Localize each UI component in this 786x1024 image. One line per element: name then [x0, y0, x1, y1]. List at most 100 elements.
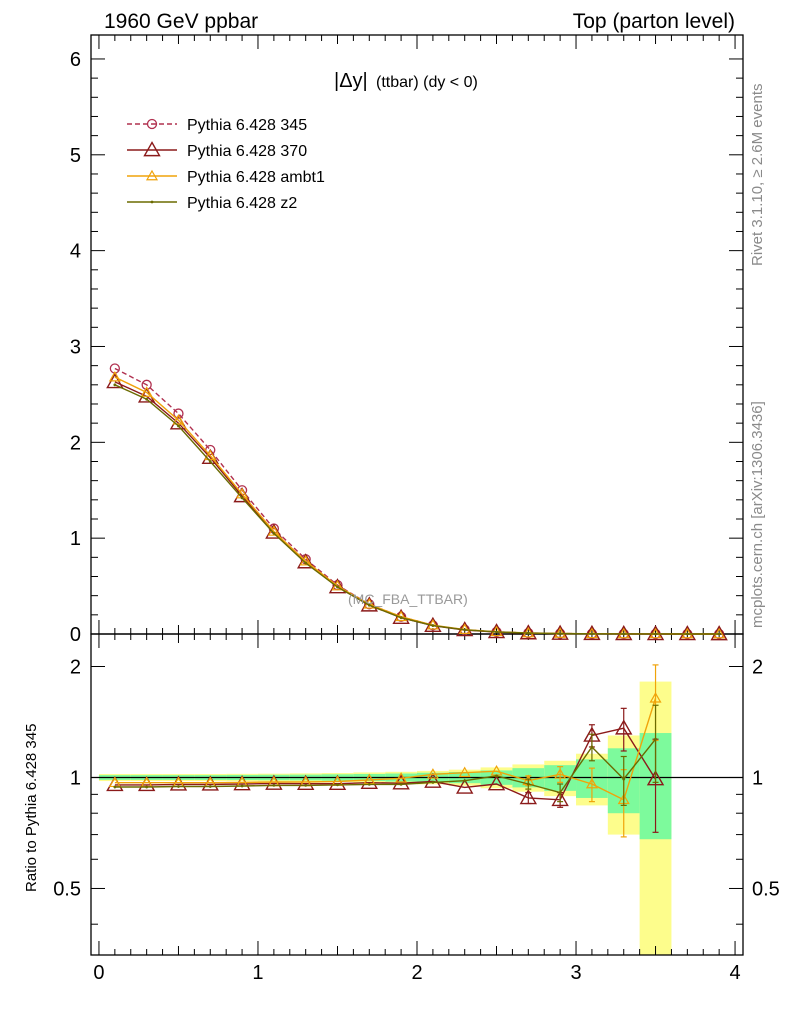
data-point-z2 — [654, 632, 657, 636]
ratio-point-z2 — [304, 783, 308, 787]
ratio-point-p370 — [519, 789, 538, 805]
ratio-point-z2 — [399, 782, 403, 786]
ratio-point-p370 — [646, 770, 665, 786]
ratio-point-z2 — [336, 783, 339, 787]
ratio-point-ambt1 — [458, 766, 471, 778]
ratio-y-tick-label: 0.5 — [53, 878, 81, 900]
ratio-point-z2 — [208, 785, 212, 788]
main-y-tick-label: 5 — [70, 145, 81, 167]
header-right: Top (parton level) — [573, 10, 735, 33]
data-point-z2 — [336, 585, 339, 589]
ratio-point-ambt1 — [426, 768, 439, 779]
data-point-p345 — [173, 408, 184, 419]
main-y-tick-label: 1 — [70, 528, 81, 550]
data-point-z2 — [113, 383, 117, 387]
legend-marker-p345 — [146, 118, 158, 130]
ratio-point-p370 — [424, 772, 442, 788]
data-point-p370 — [678, 625, 697, 641]
data-point-p370 — [265, 523, 283, 539]
x-tick-label: 3 — [570, 962, 581, 984]
legend: Pythia 6.428 345 Pythia 6.428 370 Pythia 6… — [127, 117, 325, 212]
data-point-ambt1 — [172, 414, 185, 425]
main-y-tick-label: 3 — [70, 336, 81, 358]
data-point-ambt1 — [140, 386, 153, 397]
data-point-p370 — [583, 624, 601, 641]
rivet-version-label: Rivet 3.1.10, ≥ 2.6M events — [749, 84, 766, 267]
data-point-z2 — [272, 531, 276, 535]
data-point-z2 — [177, 424, 180, 428]
data-point-p370 — [551, 624, 569, 640]
ratio-y-tick-label-right: 1 — [752, 767, 763, 789]
ratio-point-z2 — [177, 785, 180, 788]
ratio-point-ambt1 — [395, 772, 408, 783]
x-tick-label: 0 — [93, 962, 104, 984]
ratio-point-z2 — [463, 779, 467, 783]
ratio-point-z2 — [558, 791, 562, 794]
legend-label-ambt1: Pythia 6.428 ambt1 — [187, 169, 325, 186]
mcplots-reference-label: mcplots.cern.ch [arXiv:1306.3436] — [749, 401, 766, 628]
data-point-p370 — [328, 578, 347, 594]
ratio-y-tick-label: 2 — [70, 656, 81, 678]
main-y-tick-label: 6 — [70, 49, 81, 71]
ratio-point-p370 — [615, 719, 633, 735]
ratio-point-z2 — [145, 785, 149, 789]
ratio-point-z2 — [590, 745, 594, 749]
data-point-p370 — [646, 625, 665, 641]
ratio-line-z2 — [114, 738, 657, 794]
ratio-uncertainty-bands — [98, 681, 672, 955]
series-line-z2 — [114, 384, 720, 635]
data-point-z2 — [240, 496, 244, 500]
legend-label-p345: Pythia 6.428 345 — [187, 117, 307, 134]
ratio-point-z2 — [622, 777, 626, 781]
data-point-z2 — [208, 460, 212, 463]
ratio-point-z2 — [240, 784, 244, 788]
ratio-line-ambt1 — [114, 698, 657, 801]
main-y-tick-label: 2 — [70, 432, 81, 454]
ratio-y-tick-label-right: 2 — [752, 656, 763, 678]
ratio-panel-series — [106, 664, 665, 838]
data-point-z2 — [304, 561, 308, 565]
data-point-ambt1 — [204, 449, 217, 461]
x-tick-label: 1 — [252, 962, 263, 984]
x-tick-label: 2 — [411, 962, 422, 984]
tick-labels: 0 1 2 3 4 0 1 2 3 4 5 6 0.5 0.5 1 1 2 2 — [53, 49, 780, 984]
main-y-tick-label: 4 — [70, 241, 81, 263]
data-point-p370 — [710, 625, 728, 641]
ratio-y-tick-label-right: 0.5 — [752, 878, 780, 900]
header-left: 1960 GeV ppbar — [104, 10, 258, 33]
data-point-z2 — [622, 632, 626, 636]
ratio-point-z2 — [113, 785, 117, 789]
ratio-point-p370 — [551, 790, 569, 807]
ratio-point-p370 — [487, 775, 506, 791]
x-tick-label: 4 — [729, 962, 740, 984]
ratio-point-z2 — [367, 782, 371, 786]
plot-title-main: |Δy| — [334, 70, 368, 92]
ratio-point-ambt1 — [585, 777, 598, 789]
axes — [90, 34, 744, 956]
data-point-p370 — [360, 596, 378, 612]
ratio-point-z2 — [654, 737, 657, 741]
main-y-tick-label: 0 — [70, 624, 81, 646]
data-point-z2 — [590, 632, 594, 636]
data-point-z2 — [463, 628, 467, 632]
ratio-point-p370 — [456, 778, 474, 794]
ratio-point-ambt1 — [554, 768, 567, 779]
data-point-p370 — [615, 624, 633, 641]
ratio-line-p370 — [114, 727, 657, 801]
legend-marker-p370 — [143, 141, 161, 157]
data-point-z2 — [558, 632, 562, 635]
main-panel-series — [106, 363, 728, 641]
ratio-point-z2 — [526, 782, 530, 786]
data-point-z2 — [717, 632, 721, 636]
data-point-z2 — [526, 631, 530, 635]
plot-title-sub: (ttbar) (dy < 0) — [376, 74, 478, 91]
data-point-z2 — [367, 603, 371, 607]
data-point-p370 — [296, 553, 315, 569]
legend-marker-ambt1 — [145, 169, 159, 181]
data-point-z2 — [145, 397, 149, 401]
ratio-y-axis-label: Ratio to Pythia 6.428 345 — [23, 724, 40, 892]
legend-label-p370: Pythia 6.428 370 — [187, 143, 307, 160]
data-point-z2 — [495, 630, 498, 634]
ratio-point-z2 — [495, 774, 498, 778]
